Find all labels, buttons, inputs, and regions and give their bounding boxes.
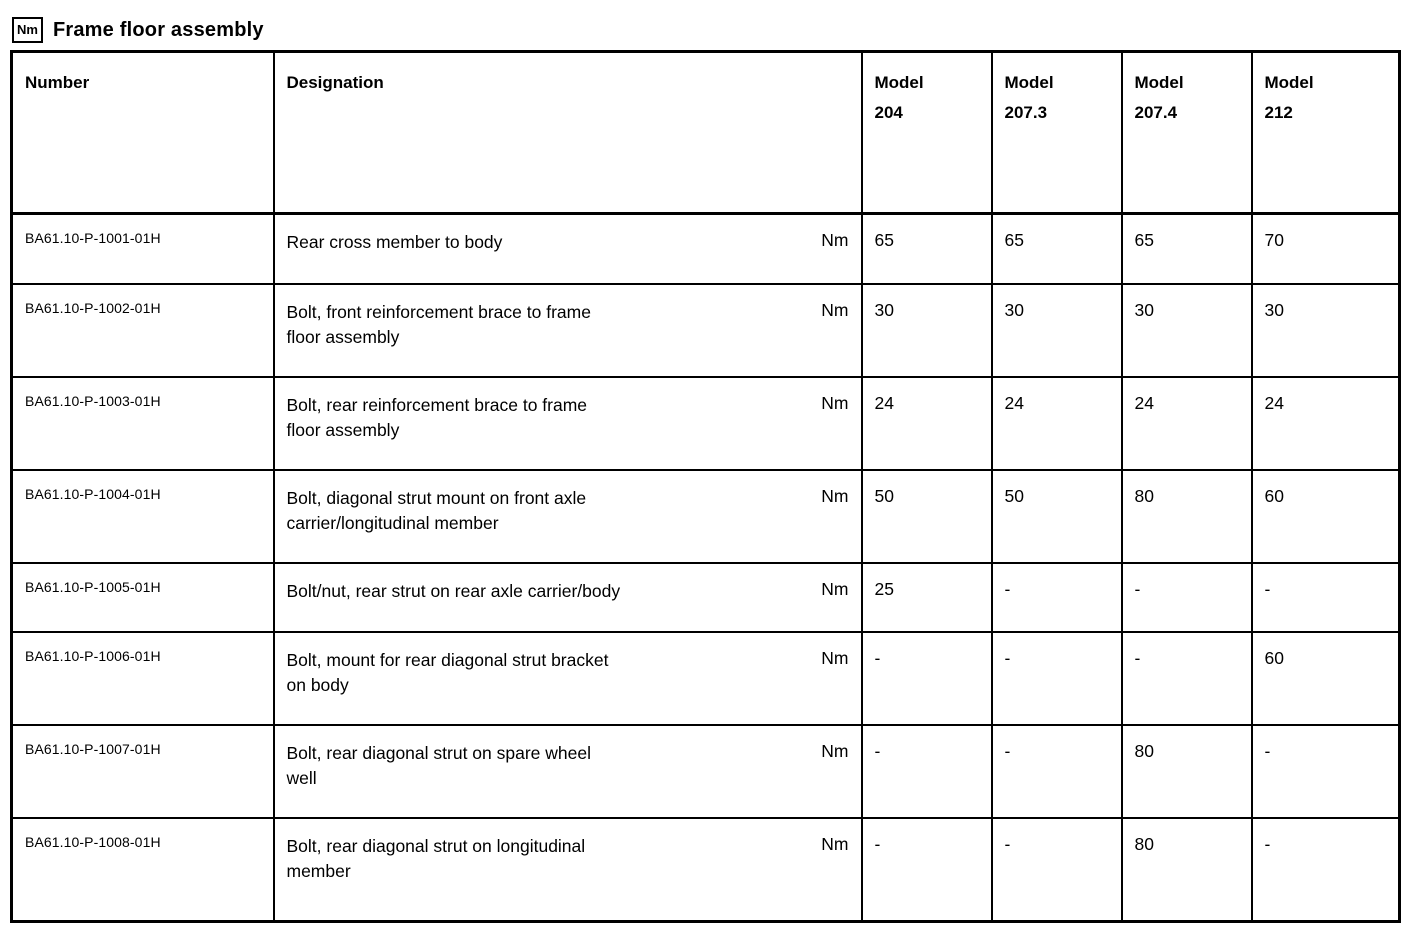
- torque-value-cell: 24: [1250, 375, 1401, 471]
- header-model: Model 212: [1250, 50, 1401, 215]
- torque-value-cell: 60: [1250, 468, 1401, 564]
- designation-cell: Rear cross member to body Nm: [272, 212, 863, 285]
- torque-value-cell: -: [1250, 561, 1401, 633]
- torque-value-cell: 50: [990, 468, 1123, 564]
- page-title: Frame floor assembly: [52, 18, 264, 41]
- designation-text: Rear cross member to body: [286, 232, 503, 252]
- designation-text: Bolt, rear diagonal strut on spare wheel…: [286, 742, 591, 788]
- torque-value-cell: -: [990, 561, 1123, 633]
- torque-value-cell: 80: [1120, 723, 1253, 819]
- part-number-cell: BA61.10-P-1001-01H: [10, 212, 275, 285]
- torque-value-cell: 24: [860, 375, 993, 471]
- torque-value-cell: 24: [1120, 375, 1253, 471]
- torque-value-cell: -: [1250, 723, 1401, 819]
- designation-text: Bolt, rear reinforcement brace to frame …: [286, 394, 588, 440]
- table-row: BA61.10-P-1007-01H Bolt, rear diagonal s…: [10, 723, 1401, 819]
- designation-cell: Bolt, mount for rear diagonal strut brac…: [272, 630, 863, 726]
- header-designation: Designation: [272, 50, 863, 215]
- header-model: Model 204: [860, 50, 993, 215]
- table-row: BA61.10-P-1008-01H Bolt, rear diagonal s…: [10, 816, 1401, 923]
- designation-cell: Bolt, rear reinforcement brace to frame …: [272, 375, 863, 471]
- header-model: Model 207.3: [990, 50, 1123, 215]
- designation-cell: Bolt, diagonal strut mount on front axle…: [272, 468, 863, 564]
- part-number-cell: BA61.10-P-1006-01H: [10, 630, 275, 726]
- unit-label: Nm: [821, 485, 849, 506]
- torque-spec-table: Number Designation Model 204 Model 207.3 M…: [10, 50, 1401, 923]
- torque-value-cell: 30: [860, 282, 993, 378]
- torque-value-cell: 65: [860, 212, 993, 285]
- torque-value-cell: -: [990, 723, 1123, 819]
- torque-value-cell: 24: [990, 375, 1123, 471]
- designation-text: Bolt/nut, rear strut on rear axle carrie…: [286, 580, 621, 601]
- torque-value-cell: -: [860, 816, 993, 923]
- header-row: Number Designation Model 204 Model 207.3 M…: [10, 50, 1401, 215]
- table-row: BA61.10-P-1002-01H Bolt, front reinforce…: [10, 282, 1401, 378]
- title-bar: Nm Frame floor assembly: [0, 0, 1408, 50]
- nm-unit-icon: Nm: [12, 17, 43, 43]
- designation-text: Bolt, mount for rear diagonal strut brac…: [286, 649, 609, 695]
- torque-value-cell: 30: [1120, 282, 1253, 378]
- table-row: BA61.10-P-1006-01H Bolt, mount for rear …: [10, 630, 1401, 726]
- unit-label: Nm: [821, 578, 849, 599]
- designation-cell: Bolt, rear diagonal strut on longitudina…: [272, 816, 863, 923]
- table-row: BA61.10-P-1005-01H Bolt/nut, rear strut …: [10, 561, 1401, 633]
- torque-value-cell: -: [990, 816, 1123, 923]
- designation-cell: Bolt, rear diagonal strut on spare wheel…: [272, 723, 863, 819]
- torque-value-cell: 25: [860, 561, 993, 633]
- torque-value-cell: 65: [1120, 212, 1253, 285]
- unit-label: Nm: [821, 230, 849, 250]
- table-row: BA61.10-P-1001-01H Rear cross member to …: [10, 212, 1401, 285]
- unit-label: Nm: [821, 833, 849, 854]
- table-row: BA61.10-P-1003-01H Bolt, rear reinforcem…: [10, 375, 1401, 471]
- designation-text: Bolt, front reinforcement brace to frame…: [286, 301, 591, 347]
- part-number-cell: BA61.10-P-1002-01H: [10, 282, 275, 378]
- part-number-cell: BA61.10-P-1004-01H: [10, 468, 275, 564]
- part-number-cell: BA61.10-P-1005-01H: [10, 561, 275, 633]
- torque-value-cell: 30: [990, 282, 1123, 378]
- torque-value-cell: -: [1120, 630, 1253, 726]
- torque-value-cell: 50: [860, 468, 993, 564]
- part-number-cell: BA61.10-P-1007-01H: [10, 723, 275, 819]
- torque-value-cell: 80: [1120, 468, 1253, 564]
- torque-value-cell: -: [860, 630, 993, 726]
- torque-value-cell: -: [860, 723, 993, 819]
- unit-label: Nm: [821, 647, 849, 668]
- designation-text: Bolt, rear diagonal strut on longitudina…: [286, 835, 586, 881]
- unit-label: Nm: [821, 740, 849, 761]
- torque-value-cell: 80: [1120, 816, 1253, 923]
- header-number: Number: [10, 50, 275, 215]
- table-row: BA61.10-P-1004-01H Bolt, diagonal strut …: [10, 468, 1401, 564]
- part-number-cell: BA61.10-P-1003-01H: [10, 375, 275, 471]
- unit-label: Nm: [821, 392, 849, 413]
- torque-value-cell: -: [1250, 816, 1401, 923]
- designation-cell: Bolt/nut, rear strut on rear axle carrie…: [272, 561, 863, 633]
- torque-value-cell: -: [990, 630, 1123, 726]
- torque-value-cell: 65: [990, 212, 1123, 285]
- torque-value-cell: 60: [1250, 630, 1401, 726]
- torque-value-cell: 30: [1250, 282, 1401, 378]
- table-header: Number Designation Model 204 Model 207.3 M…: [10, 50, 1401, 215]
- designation-text: Bolt, diagonal strut mount on front axle…: [286, 487, 587, 533]
- header-model: Model 207.4: [1120, 50, 1253, 215]
- unit-label: Nm: [821, 299, 849, 320]
- table-body: BA61.10-P-1001-01H Rear cross member to …: [10, 212, 1401, 923]
- torque-value-cell: -: [1120, 561, 1253, 633]
- part-number-cell: BA61.10-P-1008-01H: [10, 816, 275, 923]
- designation-cell: Bolt, front reinforcement brace to frame…: [272, 282, 863, 378]
- torque-value-cell: 70: [1250, 212, 1401, 285]
